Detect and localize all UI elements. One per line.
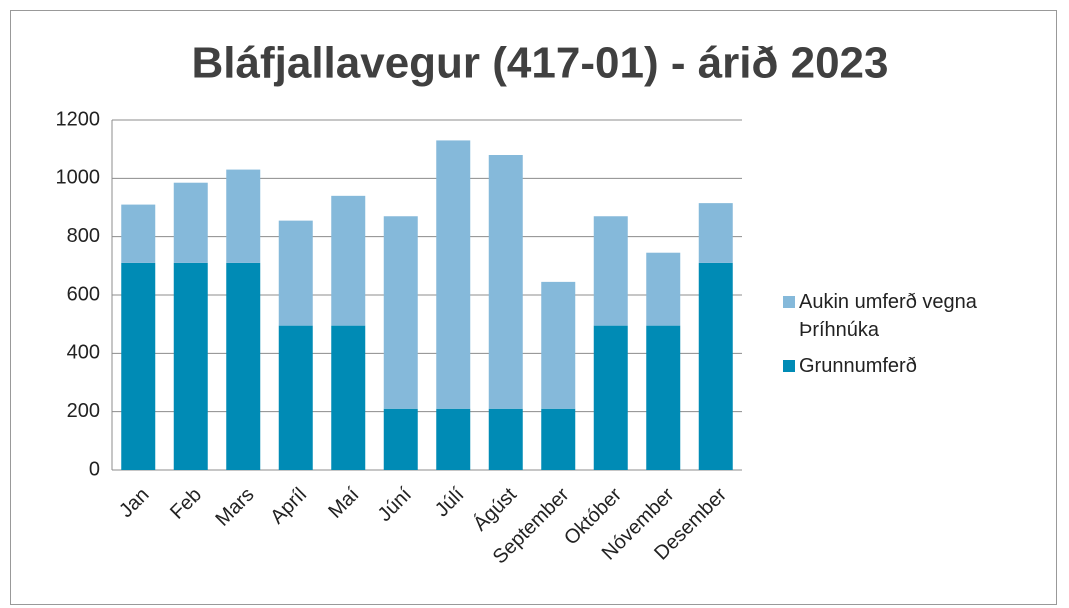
bar-segment xyxy=(541,281,576,409)
bar-segment xyxy=(331,325,366,470)
bar-segment xyxy=(488,408,523,470)
bar-segment xyxy=(698,203,733,263)
bar-segment xyxy=(278,325,313,470)
legend: Aukin umferð vegna Þríhnúka Grunnumferð xyxy=(783,288,1053,388)
y-tick-label: 400 xyxy=(67,342,100,364)
bar-segment xyxy=(646,252,681,326)
y-tick-label: 200 xyxy=(67,400,100,422)
bar-segment xyxy=(436,140,471,409)
bar-segment xyxy=(593,325,628,470)
legend-label: Aukin umferð vegna Þríhnúka xyxy=(799,291,977,341)
bar-segment xyxy=(541,408,576,470)
y-tick-label: 600 xyxy=(67,283,100,305)
bar-segment xyxy=(698,262,733,470)
bar-segment xyxy=(226,169,261,263)
bar-segment xyxy=(278,220,313,326)
legend-item: Aukin umferð vegna Þríhnúka xyxy=(783,288,1053,344)
y-tick-label: 1000 xyxy=(56,167,101,189)
y-tick-label: 1200 xyxy=(56,108,101,130)
bar-segment xyxy=(383,216,418,409)
bar-segment xyxy=(121,204,156,263)
bar-segment xyxy=(646,325,681,470)
legend-label: Grunnumferð xyxy=(799,355,917,377)
bar-segment xyxy=(331,195,366,326)
legend-item: Grunnumferð xyxy=(783,352,1053,380)
bar-segment xyxy=(593,216,628,326)
legend-swatch xyxy=(783,360,795,372)
bar-segment xyxy=(383,408,418,470)
y-tick-label: 0 xyxy=(89,458,100,480)
bar-segment xyxy=(173,262,208,470)
bar-segment xyxy=(488,155,523,409)
y-tick-label: 800 xyxy=(67,225,100,247)
bar-segment xyxy=(173,182,208,263)
chart-title: Bláfjallavegur (417-01) - árið 2023 xyxy=(192,39,889,88)
bar-segment xyxy=(226,262,261,470)
bar-segment xyxy=(121,262,156,470)
legend-swatch xyxy=(783,296,795,308)
bar-segment xyxy=(436,408,471,470)
